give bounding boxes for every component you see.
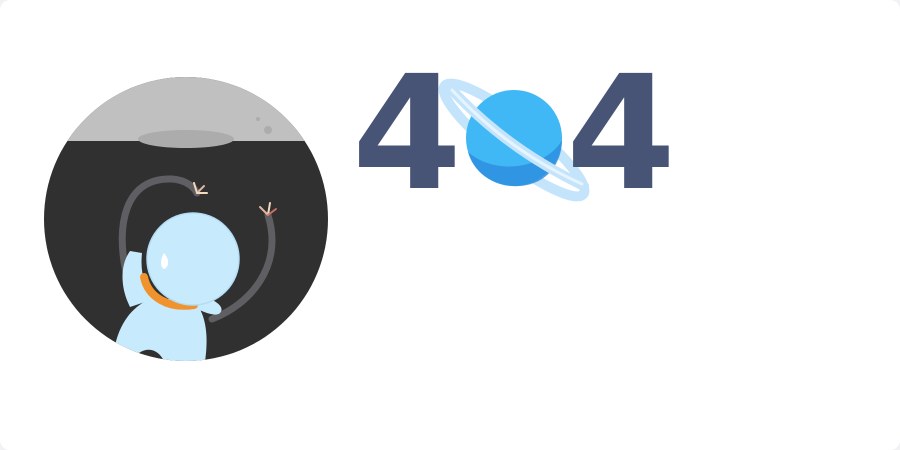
astronaut-in-space-icon — [44, 77, 328, 361]
error-code: 4 4 — [352, 54, 676, 214]
error-code-digit-last: 4 — [566, 42, 676, 226]
ringed-planet-icon — [438, 78, 590, 202]
